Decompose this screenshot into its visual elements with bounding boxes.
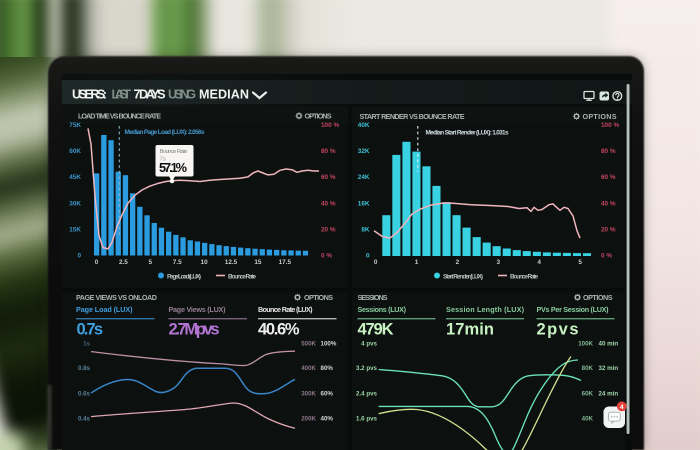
svg-text:10: 10: [201, 259, 209, 266]
svg-text:100%: 100%: [321, 341, 337, 348]
svg-text:0: 0: [366, 253, 370, 260]
svg-text:Session Length (LUX): Session Length (LUX): [446, 305, 525, 314]
svg-text:OPTIONS: OPTIONS: [583, 293, 613, 302]
svg-text:START RENDER VS BOUNCE RATE: START RENDER VS BOUNCE RATE: [360, 112, 465, 121]
svg-text:OPTIONS: OPTIONS: [305, 112, 332, 121]
svg-text:75K: 75K: [69, 122, 81, 129]
svg-text:4: 4: [537, 259, 541, 266]
svg-text:12.5: 12.5: [225, 259, 238, 266]
svg-text:100 %: 100 %: [601, 122, 619, 129]
svg-text:8K: 8K: [361, 226, 370, 233]
svg-text:USERS:: USERS:: [72, 88, 107, 102]
svg-text:1.6 pvs: 1.6 pvs: [356, 415, 378, 422]
svg-text:24K: 24K: [358, 174, 370, 181]
svg-text:32K: 32K: [358, 148, 370, 155]
svg-text:80%: 80%: [321, 365, 334, 372]
svg-text:200K: 200K: [301, 415, 316, 422]
svg-text:LAST: LAST: [112, 88, 132, 102]
svg-text:SESSIONS: SESSIONS: [358, 293, 388, 302]
svg-text:Median Page Load (LUX): 2.056s: Median Page Load (LUX): 2.056s: [125, 129, 205, 136]
svg-text:Start Render (LUX): Start Render (LUX): [443, 273, 483, 280]
svg-text:2.4 pvs: 2.4 pvs: [356, 390, 378, 397]
svg-text:300K: 300K: [301, 390, 316, 397]
svg-text:60%: 60%: [321, 390, 334, 397]
svg-text:2.5: 2.5: [119, 259, 128, 266]
svg-text:0 %: 0 %: [321, 253, 332, 260]
svg-text:40 %: 40 %: [321, 200, 336, 207]
svg-text:2pvs: 2pvs: [537, 321, 579, 339]
svg-text:4 pvs: 4 pvs: [361, 341, 377, 348]
svg-text:1s: 1s: [83, 341, 90, 348]
svg-text:7.5: 7.5: [173, 259, 182, 266]
svg-text:0: 0: [77, 253, 81, 260]
svg-text:60 %: 60 %: [601, 174, 616, 181]
svg-text:2.7Mpvs: 2.7Mpvs: [169, 321, 220, 339]
svg-text:15: 15: [254, 259, 262, 266]
svg-text:60K: 60K: [69, 148, 81, 155]
svg-text:40 %: 40 %: [601, 200, 616, 207]
svg-text:400K: 400K: [301, 365, 316, 372]
svg-text:40.6%: 40.6%: [258, 321, 300, 339]
svg-text:24 min: 24 min: [599, 390, 619, 397]
svg-text:7s: 7s: [160, 156, 166, 162]
svg-text:Page Load (LUX): Page Load (LUX): [167, 273, 201, 280]
svg-text:USING: USING: [168, 88, 196, 102]
svg-text:45K: 45K: [69, 174, 81, 181]
svg-text:Bounce Rate: Bounce Rate: [510, 273, 538, 280]
svg-text:0: 0: [374, 259, 378, 266]
svg-text:Median Start Render (LUX): 1.0: Median Start Render (LUX): 1.031s: [426, 130, 509, 137]
svg-text:Page Load (LUX): Page Load (LUX): [76, 305, 133, 314]
svg-text:17.5: 17.5: [279, 259, 292, 266]
svg-text:Bounce Rate: Bounce Rate: [228, 273, 256, 280]
svg-text:LOAD TIME VS BOUNCE RATE: LOAD TIME VS BOUNCE RATE: [78, 112, 161, 121]
svg-text:3: 3: [497, 259, 501, 266]
svg-text:Sessions (LUX): Sessions (LUX): [358, 305, 407, 314]
svg-text:MEDIAN: MEDIAN: [199, 88, 249, 102]
svg-text:16K: 16K: [358, 200, 370, 207]
svg-text:Bounce Rate: Bounce Rate: [160, 149, 189, 155]
svg-text:Page Views (LUX): Page Views (LUX): [169, 305, 227, 314]
svg-text:80 %: 80 %: [601, 148, 616, 155]
svg-text:60K: 60K: [582, 390, 594, 397]
svg-text:32 min: 32 min: [599, 365, 619, 372]
svg-text:0.8s: 0.8s: [78, 365, 91, 372]
svg-text:80 %: 80 %: [321, 148, 336, 155]
svg-text:40K: 40K: [358, 122, 370, 129]
svg-text:0.6s: 0.6s: [78, 390, 91, 397]
svg-text:60 %: 60 %: [321, 174, 336, 181]
svg-text:4: 4: [620, 404, 624, 411]
svg-text:5: 5: [149, 259, 153, 266]
svg-text:2: 2: [456, 259, 460, 266]
svg-text:PAGE VIEWS VS ONLOAD: PAGE VIEWS VS ONLOAD: [76, 293, 157, 302]
svg-text:100 %: 100 %: [321, 122, 339, 129]
svg-text:500K: 500K: [301, 341, 316, 348]
svg-text:1: 1: [415, 259, 419, 266]
svg-text:Bounce Rate (LUX): Bounce Rate (LUX): [258, 305, 313, 314]
svg-text:57.1%: 57.1%: [159, 160, 188, 175]
svg-text:3.2 pvs: 3.2 pvs: [356, 365, 378, 372]
svg-text:40K: 40K: [582, 415, 594, 422]
svg-text:40%: 40%: [321, 415, 334, 422]
svg-text:15K: 15K: [69, 226, 81, 233]
svg-text:0 %: 0 %: [601, 253, 612, 260]
svg-text:100K: 100K: [578, 341, 593, 348]
svg-text:0.7s: 0.7s: [77, 321, 104, 339]
svg-text:PVs Per Session (LUX): PVs Per Session (LUX): [537, 305, 610, 314]
svg-text:7 DAYS: 7 DAYS: [134, 88, 166, 102]
svg-text:80K: 80K: [582, 365, 594, 372]
svg-text:20 %: 20 %: [601, 226, 616, 233]
svg-text:40 min: 40 min: [599, 341, 619, 348]
svg-text:30K: 30K: [69, 200, 81, 207]
svg-text:17min: 17min: [446, 321, 494, 339]
svg-text:0.4s: 0.4s: [78, 415, 91, 422]
svg-text:20 %: 20 %: [321, 226, 336, 233]
svg-text:0: 0: [95, 259, 99, 266]
svg-text:OPTIONS: OPTIONS: [304, 293, 333, 302]
svg-text:5: 5: [578, 259, 582, 266]
svg-text:479K: 479K: [358, 321, 394, 339]
svg-text:OPTIONS: OPTIONS: [583, 112, 617, 121]
